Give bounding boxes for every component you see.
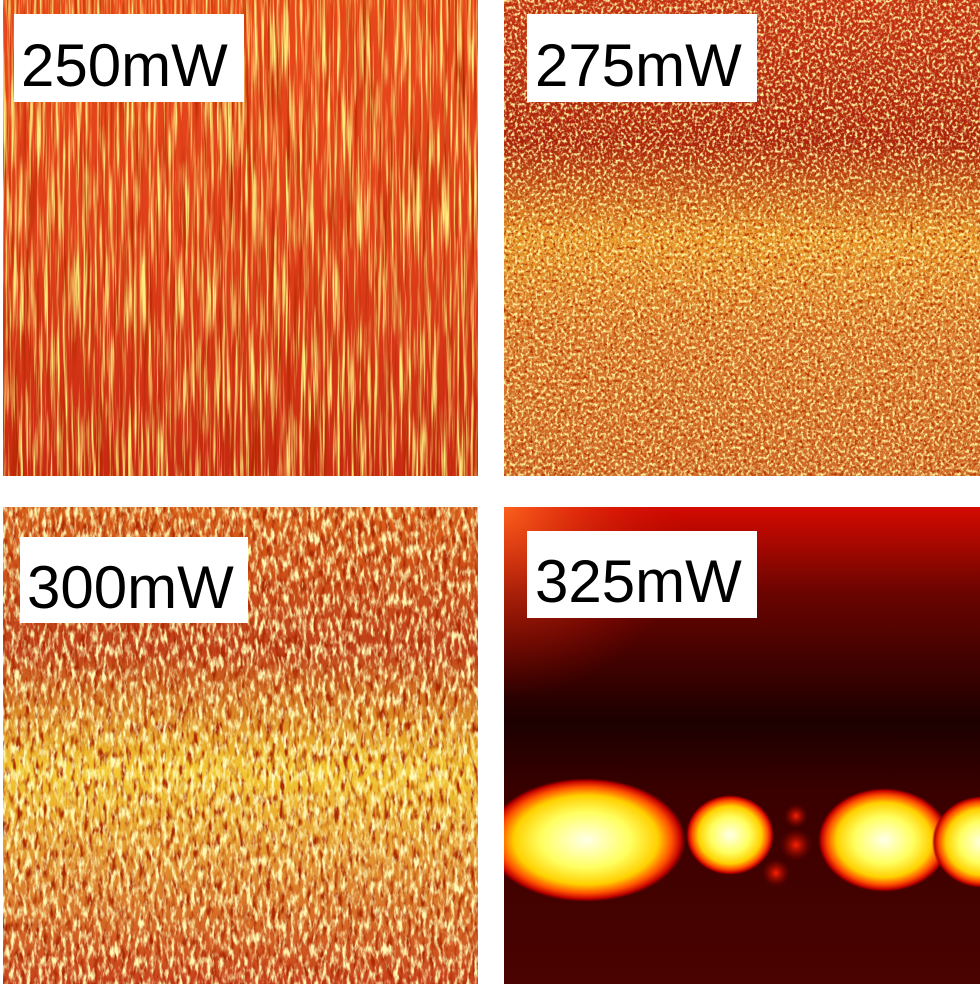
label-box [527,14,757,102]
bright-spot [686,795,774,875]
label-box [14,14,244,102]
panel-label: 275mW [535,32,742,99]
panel: 275mW [504,0,980,476]
panel: 300mW [3,507,478,984]
bright-spot [818,788,950,892]
bright-spot [932,796,980,888]
panel-label: 250mW [21,32,228,99]
label-box [20,537,248,623]
panel: 250mW [3,0,478,476]
small-spot [784,804,808,828]
panel-label: 300mW [27,554,234,621]
panel-label: 325mW [535,548,742,615]
panel: 325mW [504,507,980,984]
bright-spot [504,778,686,902]
label-box [527,531,757,618]
small-spot [780,829,812,861]
small-spot [762,859,790,887]
